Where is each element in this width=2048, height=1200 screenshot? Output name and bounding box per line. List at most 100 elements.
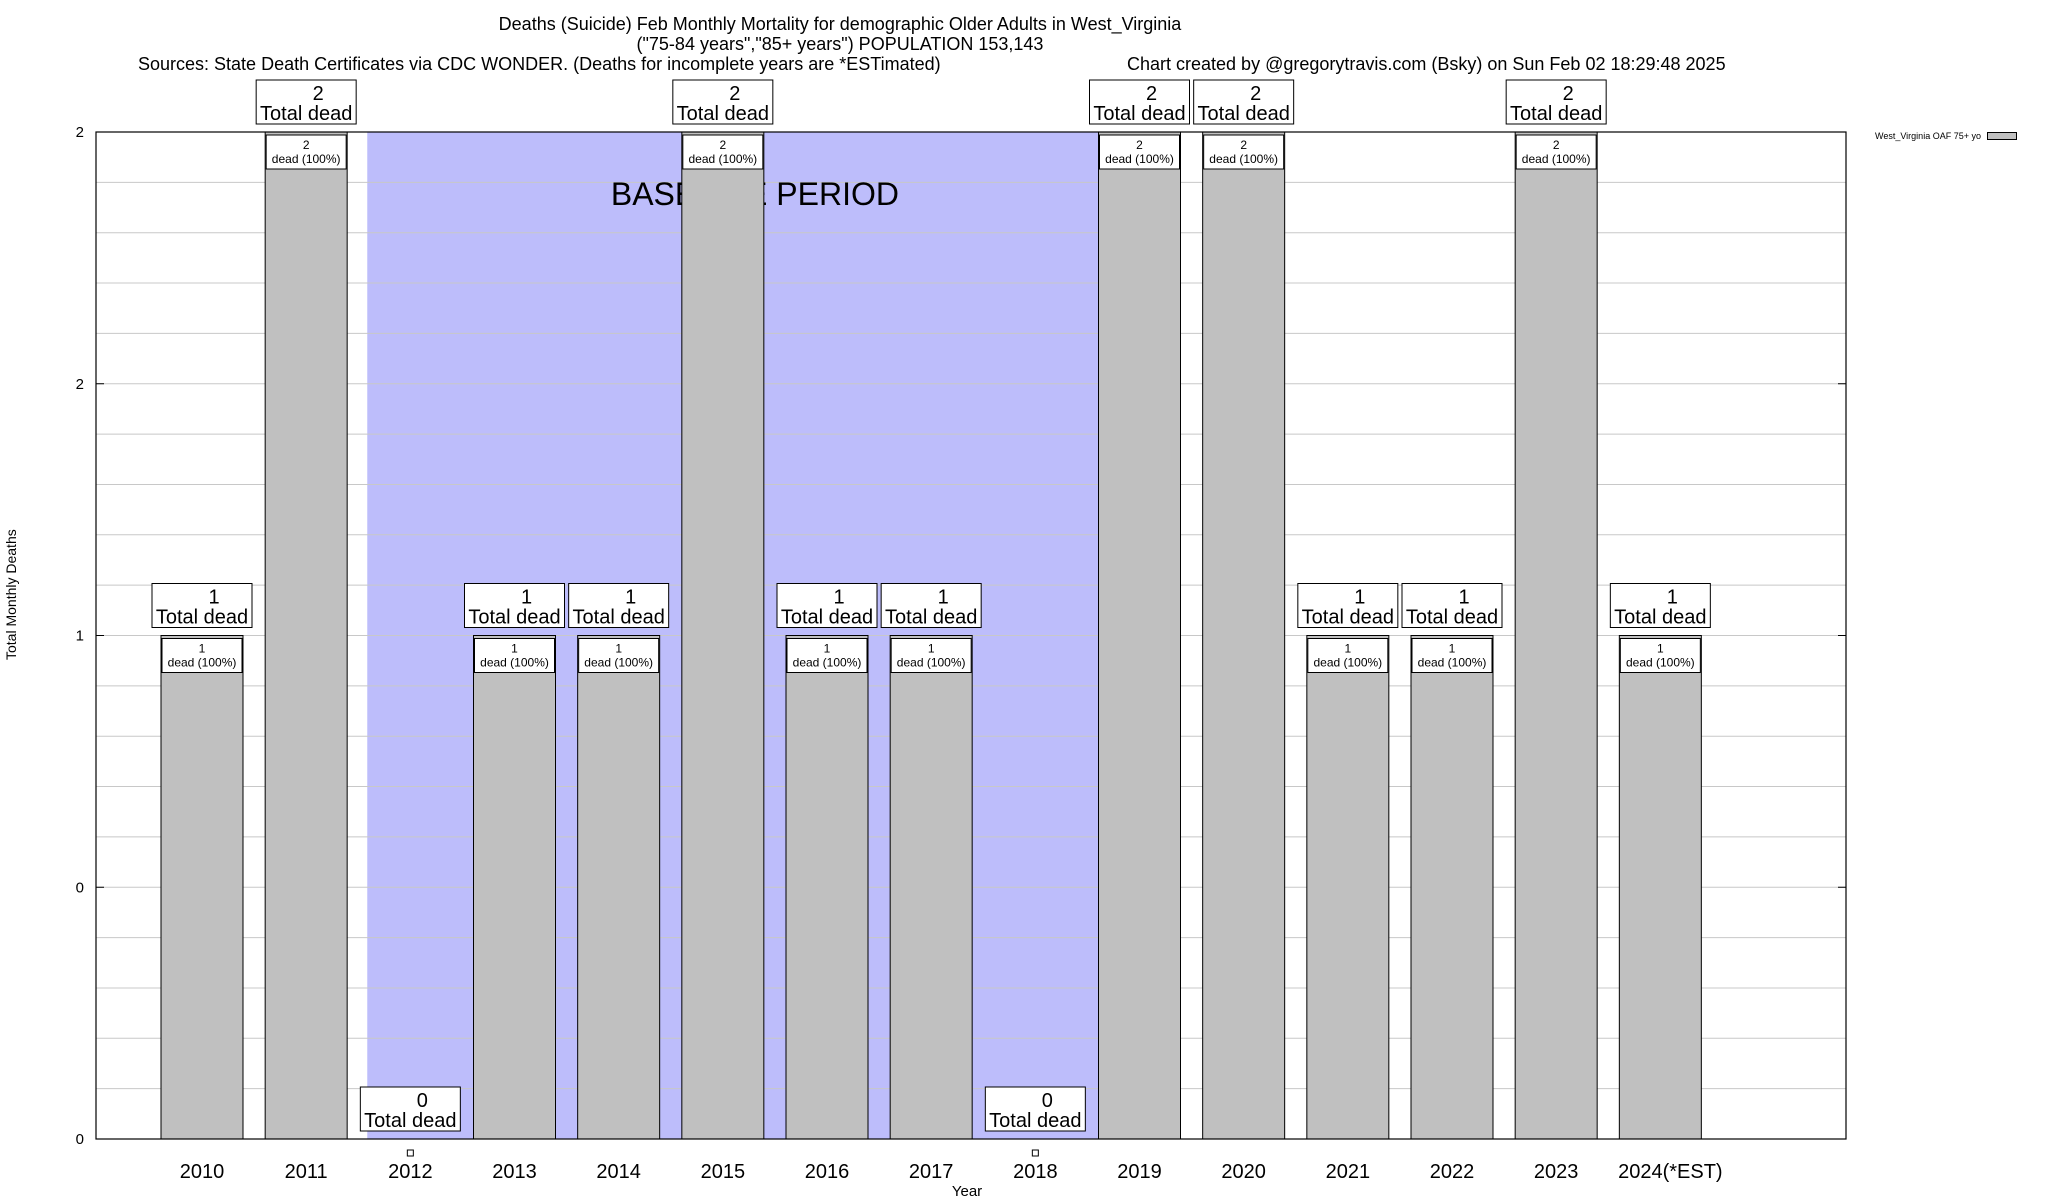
x-tick-label: 2018 — [1013, 1161, 1058, 1183]
total-dead-label: Total dead — [1302, 607, 1394, 629]
total-dead-label: Total dead — [1406, 607, 1498, 629]
total-count-label: 1 — [1667, 587, 1678, 609]
bar-2015 — [681, 131, 765, 1140]
total-dead-label: Total dead — [156, 607, 248, 629]
inner-label-box — [265, 134, 347, 170]
bar-2023 — [1514, 131, 1598, 1140]
total-count-label: 2 — [729, 83, 740, 105]
total-dead-label: Total dead — [1614, 607, 1706, 629]
y-tick-label: 0 — [76, 1131, 84, 1148]
total-count-label: 2 — [1563, 83, 1574, 105]
total-count-label: 1 — [521, 587, 532, 609]
inner-count-label: 2 — [719, 138, 726, 152]
y-tick-label: 2 — [76, 124, 84, 141]
total-dead-label: Total dead — [885, 607, 977, 629]
bar-2014 — [577, 635, 661, 1140]
x-tick-label: 2023 — [1534, 1161, 1579, 1183]
credit-note: Chart created by @gregorytravis.com (Bsk… — [1127, 54, 1726, 74]
total-label-box — [1297, 583, 1399, 628]
x-tick-label: 2015 — [701, 1161, 746, 1183]
total-label-box — [672, 79, 774, 125]
total-label-box — [1089, 79, 1190, 125]
inner-pct-label: dead (100%) — [1418, 656, 1487, 670]
inner-count-label: 1 — [1657, 642, 1664, 656]
inner-pct-label: dead (100%) — [584, 656, 653, 670]
inner-count-label: 1 — [511, 642, 518, 656]
total-label-box — [255, 79, 357, 125]
plot-frame — [95, 131, 1847, 1140]
inner-label-box — [161, 638, 243, 673]
total-label-box — [776, 583, 878, 628]
inner-pct-label: dead (100%) — [1313, 656, 1382, 670]
x-tick-label: 2024(*EST) — [1618, 1161, 1723, 1183]
total-count-label: 1 — [625, 587, 636, 609]
bar-2013 — [473, 635, 556, 1140]
total-label-box — [464, 583, 565, 628]
inner-label-box — [1307, 638, 1389, 673]
total-count-label: 2 — [1250, 83, 1261, 105]
inner-pct-label: dead (100%) — [897, 656, 966, 670]
inner-label-box — [474, 638, 555, 673]
inner-pct-label: dead (100%) — [480, 656, 549, 670]
inner-label-box — [1515, 134, 1597, 170]
total-dead-label: Total dead — [260, 103, 352, 125]
inner-pct-label: dead (100%) — [793, 656, 862, 670]
inner-pct-label: dead (100%) — [1105, 152, 1174, 166]
inner-pct-label: dead (100%) — [688, 152, 757, 166]
total-dead-label: Total dead — [468, 607, 560, 629]
total-dead-label: Total dead — [364, 1110, 456, 1132]
zero-marker — [1031, 1149, 1039, 1157]
inner-count-label: 1 — [824, 642, 831, 656]
zero-marker — [406, 1149, 414, 1157]
inner-label-box — [786, 638, 868, 673]
inner-count-label: 2 — [1553, 138, 1560, 152]
total-dead-label: Total dead — [1093, 103, 1185, 125]
total-dead-label: Total dead — [781, 607, 873, 629]
total-count-label: 0 — [417, 1090, 428, 1112]
x-tick-label: 2022 — [1430, 1161, 1475, 1183]
total-dead-label: Total dead — [1198, 103, 1290, 125]
legend-label: West_Virginia OAF 75+ yo — [1875, 131, 1981, 141]
x-tick-label: 2017 — [909, 1161, 954, 1183]
bar-2010 — [160, 635, 244, 1140]
inner-count-label: 1 — [199, 642, 206, 656]
total-dead-label: Total dead — [677, 103, 769, 125]
inner-count-label: 1 — [1344, 642, 1351, 656]
bar-2017 — [889, 635, 973, 1140]
bar-2021 — [1306, 635, 1390, 1140]
inner-label-box — [890, 638, 972, 673]
inner-pct-label: dead (100%) — [1626, 656, 1695, 670]
inner-count-label: 2 — [303, 138, 310, 152]
inner-label-box — [1411, 638, 1493, 673]
inner-pct-label: dead (100%) — [168, 656, 237, 670]
bar-2011 — [264, 131, 348, 1140]
inner-label-box — [682, 134, 764, 170]
y-tick-label: 0 — [76, 879, 84, 896]
bar-2024(*EST) — [1618, 635, 1702, 1140]
total-label-box — [1609, 583, 1711, 628]
x-tick-label: 2020 — [1221, 1161, 1266, 1183]
total-label-box — [984, 1086, 1086, 1132]
inner-count-label: 1 — [1449, 642, 1456, 656]
bar-2016 — [785, 635, 869, 1140]
total-label-box — [151, 583, 253, 628]
total-dead-label: Total dead — [989, 1110, 1081, 1132]
inner-pct-label: dead (100%) — [1209, 152, 1278, 166]
sources-note: Sources: State Death Certificates via CD… — [138, 54, 941, 74]
total-dead-label: Total dead — [1510, 103, 1602, 125]
x-tick-label: 2021 — [1326, 1161, 1371, 1183]
x-axis-label: Year — [952, 1183, 982, 1200]
legend: West_Virginia OAF 75+ yo — [1875, 131, 2017, 141]
total-count-label: 2 — [1146, 83, 1157, 105]
inner-label-box — [1099, 134, 1180, 170]
inner-pct-label: dead (100%) — [272, 152, 341, 166]
x-tick-label: 2013 — [492, 1161, 537, 1183]
x-tick-label: 2014 — [596, 1161, 641, 1183]
total-count-label: 1 — [1354, 587, 1365, 609]
x-tick-label: 2012 — [388, 1161, 433, 1183]
total-label-box — [359, 1086, 461, 1132]
inner-count-label: 1 — [928, 642, 935, 656]
total-label-box — [1401, 583, 1503, 628]
x-tick-label: 2016 — [805, 1161, 850, 1183]
